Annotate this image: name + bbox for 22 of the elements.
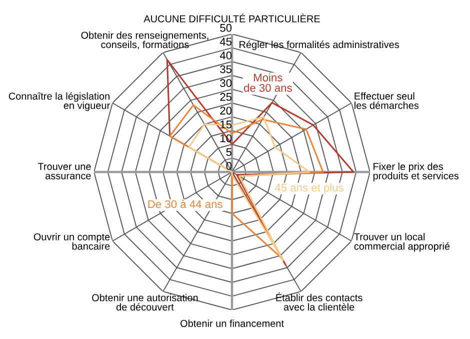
spoke-label: Trouver une assurance [38, 163, 91, 180]
y-tick-label: 50 [220, 24, 232, 32]
spoke-label: Ouvrir un compte bancaire [34, 233, 110, 250]
spoke-label: Fixer le prix des produits et services [373, 162, 459, 182]
y-tick-label: 20 [220, 106, 232, 115]
y-tick-label: 5 [226, 148, 232, 156]
y-tick-label: 45 [220, 38, 232, 46]
y-tick-label: 30 [220, 79, 232, 88]
spoke-label: Connaître la législation en vigueur [8, 92, 110, 111]
series-label: 45 ans et plus [274, 183, 344, 194]
series-label: Moins de 30 ans [244, 73, 292, 92]
series-label: De 30 à 44 ans [148, 200, 222, 208]
y-tick-label: 35 [220, 65, 232, 74]
y-tick-label: 15 [220, 120, 232, 128]
spoke-label: Obtenir un financement [180, 320, 284, 328]
y-tick-label: 25 [220, 92, 232, 101]
spoke-label: Établir des contacts avec la clientèle [276, 292, 362, 311]
spoke-label: AUCUNE DIFFICULTÉ PARTICULIÈRE [144, 14, 320, 22]
spoke-label: Effectuer seul les démarches [354, 92, 419, 109]
y-tick-label: 40 [220, 52, 232, 60]
spoke-label: Trouver un local commercial approprié [354, 233, 450, 252]
spoke-label: Obtenir des renseignements, conseils, formations [81, 31, 208, 50]
